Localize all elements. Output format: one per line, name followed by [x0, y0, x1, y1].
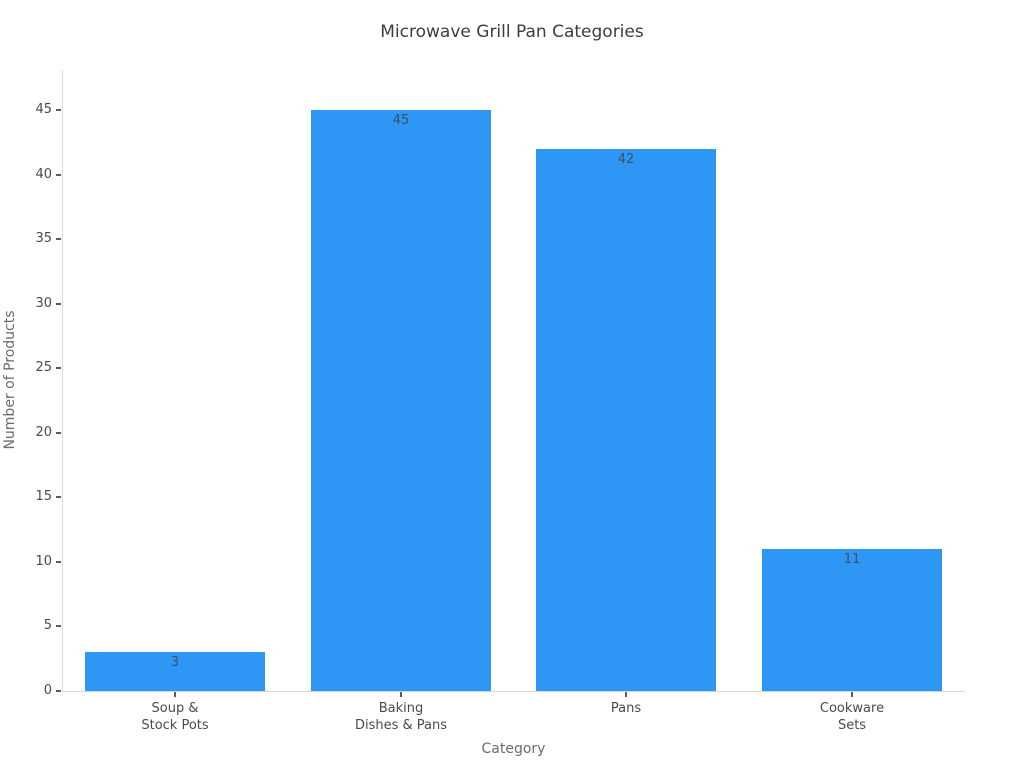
x-tick-mark	[174, 692, 176, 697]
y-axis-title: Number of Products	[2, 310, 18, 450]
y-tick-mark	[56, 367, 61, 370]
y-tick-mark	[56, 109, 61, 112]
x-tick-mark	[625, 692, 627, 697]
y-tick-label: 30	[35, 295, 52, 311]
y-tick-mark	[56, 625, 61, 628]
y-tick-label: 5	[43, 618, 52, 634]
y-tick-label: 40	[35, 166, 52, 182]
y-tick-label: 35	[35, 231, 52, 247]
y-tick-label: 25	[35, 360, 52, 376]
bar-4[interactable]	[762, 549, 942, 691]
y-tick-mark	[56, 302, 61, 305]
bar-value-label: 3	[170, 655, 180, 670]
bar-1[interactable]	[85, 652, 265, 691]
chart-title: Microwave Grill Pan Categories	[380, 22, 644, 42]
bar-2[interactable]	[311, 110, 491, 691]
y-axis-line	[62, 70, 63, 691]
bar-value-label: 45	[392, 113, 410, 128]
x-axis-line	[62, 691, 965, 692]
x-category-label: Cookware Sets	[819, 701, 885, 733]
y-tick-label: 45	[35, 102, 52, 118]
bar-3[interactable]	[536, 149, 716, 691]
y-tick-mark	[56, 560, 61, 563]
x-category-label: Baking Dishes & Pans	[354, 701, 448, 733]
x-category-label: Soup & Stock Pots	[141, 701, 209, 733]
x-tick-mark	[851, 692, 853, 697]
y-tick-mark	[56, 690, 61, 692]
bar-value-label: 42	[617, 152, 635, 167]
y-tick-label: 0	[43, 683, 52, 698]
y-tick-label: 10	[35, 553, 52, 569]
y-tick-mark	[56, 238, 61, 241]
y-tick-label: 20	[35, 424, 52, 440]
y-tick-label: 15	[35, 489, 52, 505]
x-tick-mark	[400, 692, 402, 697]
y-tick-mark	[56, 496, 61, 499]
x-category-label: Pans	[610, 701, 642, 716]
y-tick-mark	[56, 173, 61, 176]
x-axis-title: Category	[481, 741, 546, 757]
y-tick-mark	[56, 431, 61, 434]
bar-value-label: 11	[843, 552, 861, 567]
